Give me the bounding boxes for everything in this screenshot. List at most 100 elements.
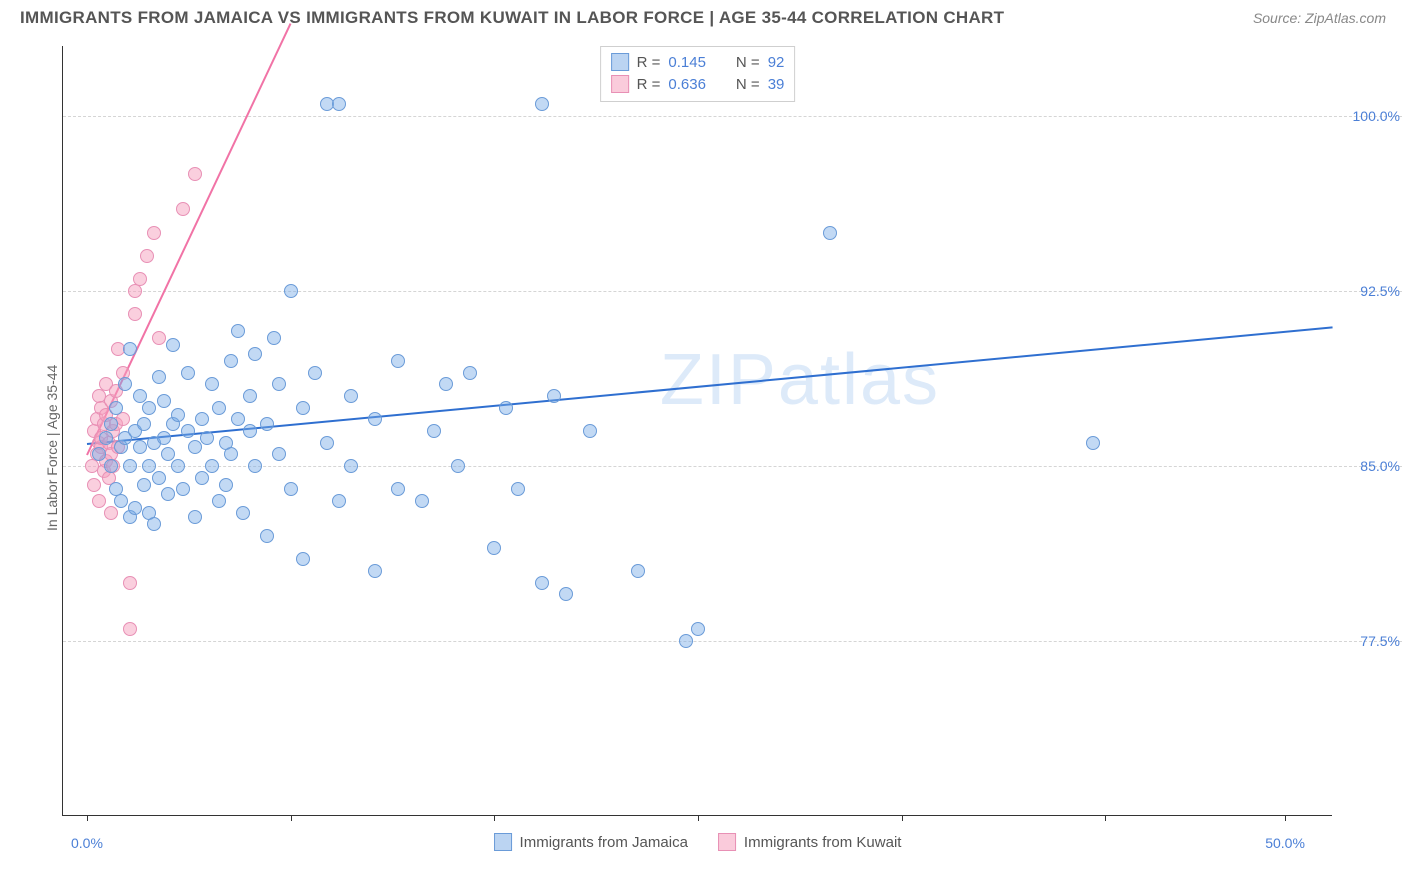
data-point-jamaica bbox=[463, 366, 477, 380]
data-point-jamaica bbox=[547, 389, 561, 403]
data-point-jamaica bbox=[188, 440, 202, 454]
data-point-kuwait bbox=[123, 576, 137, 590]
r-value: 0.636 bbox=[668, 76, 706, 93]
plot-area: 77.5%85.0%92.5%100.0%0.0%50.0%ZIPatlasR … bbox=[62, 46, 1332, 816]
data-point-jamaica bbox=[181, 424, 195, 438]
data-point-jamaica bbox=[205, 459, 219, 473]
data-point-jamaica bbox=[415, 494, 429, 508]
data-point-jamaica bbox=[511, 482, 525, 496]
data-point-jamaica bbox=[296, 552, 310, 566]
series-legend: Immigrants from Jamaica Immigrants from K… bbox=[494, 833, 902, 851]
x-tick bbox=[902, 815, 903, 821]
legend-item: Immigrants from Jamaica bbox=[494, 833, 688, 851]
source-attribution: Source: ZipAtlas.com bbox=[1253, 10, 1386, 26]
data-point-jamaica bbox=[535, 576, 549, 590]
x-tick bbox=[291, 815, 292, 821]
data-point-jamaica bbox=[267, 331, 281, 345]
data-point-jamaica bbox=[679, 634, 693, 648]
data-point-jamaica bbox=[272, 377, 286, 391]
data-point-kuwait bbox=[104, 506, 118, 520]
data-point-jamaica bbox=[195, 412, 209, 426]
data-point-jamaica bbox=[224, 447, 238, 461]
data-point-kuwait bbox=[188, 167, 202, 181]
x-tick bbox=[87, 815, 88, 821]
stat-legend-row: R = 0.145N = 92 bbox=[611, 51, 785, 73]
data-point-jamaica bbox=[205, 377, 219, 391]
gridline bbox=[63, 641, 1402, 642]
data-point-kuwait bbox=[133, 272, 147, 286]
data-point-jamaica bbox=[583, 424, 597, 438]
data-point-jamaica bbox=[451, 459, 465, 473]
y-tick-label: 85.0% bbox=[1340, 458, 1400, 474]
data-point-jamaica bbox=[691, 622, 705, 636]
data-point-jamaica bbox=[368, 564, 382, 578]
stat-legend-row: R = 0.636N = 39 bbox=[611, 73, 785, 95]
data-point-jamaica bbox=[99, 431, 113, 445]
r-label: R = bbox=[637, 76, 661, 93]
data-point-jamaica bbox=[248, 347, 262, 361]
data-point-jamaica bbox=[157, 394, 171, 408]
r-label: R = bbox=[637, 54, 661, 71]
legend-swatch-blue bbox=[494, 833, 512, 851]
data-point-jamaica bbox=[188, 510, 202, 524]
y-tick-label: 100.0% bbox=[1340, 108, 1400, 124]
x-tick bbox=[1285, 815, 1286, 821]
data-point-jamaica bbox=[248, 459, 262, 473]
data-point-jamaica bbox=[104, 459, 118, 473]
data-point-jamaica bbox=[92, 447, 106, 461]
data-point-jamaica bbox=[823, 226, 837, 240]
data-point-jamaica bbox=[181, 366, 195, 380]
data-point-jamaica bbox=[499, 401, 513, 415]
legend-swatch-pink bbox=[718, 833, 736, 851]
data-point-jamaica bbox=[142, 401, 156, 415]
data-point-jamaica bbox=[231, 412, 245, 426]
data-point-jamaica bbox=[427, 424, 441, 438]
data-point-jamaica bbox=[487, 541, 501, 555]
data-point-jamaica bbox=[243, 424, 257, 438]
data-point-kuwait bbox=[128, 307, 142, 321]
data-point-kuwait bbox=[152, 331, 166, 345]
data-point-jamaica bbox=[114, 494, 128, 508]
legend-label: Immigrants from Kuwait bbox=[744, 834, 902, 851]
data-point-jamaica bbox=[260, 417, 274, 431]
x-min-label: 0.0% bbox=[71, 835, 103, 851]
data-point-jamaica bbox=[161, 487, 175, 501]
data-point-jamaica bbox=[344, 389, 358, 403]
data-point-jamaica bbox=[128, 501, 142, 515]
data-point-kuwait bbox=[140, 249, 154, 263]
data-point-jamaica bbox=[176, 482, 190, 496]
gridline bbox=[63, 116, 1402, 117]
data-point-jamaica bbox=[1086, 436, 1100, 450]
data-point-jamaica bbox=[332, 494, 346, 508]
y-axis-title: In Labor Force | Age 35-44 bbox=[44, 365, 60, 531]
data-point-jamaica bbox=[391, 354, 405, 368]
data-point-jamaica bbox=[631, 564, 645, 578]
n-label: N = bbox=[736, 54, 760, 71]
data-point-jamaica bbox=[200, 431, 214, 445]
data-point-jamaica bbox=[391, 482, 405, 496]
data-point-jamaica bbox=[231, 324, 245, 338]
n-value: 92 bbox=[768, 54, 785, 71]
data-point-jamaica bbox=[260, 529, 274, 543]
data-point-kuwait bbox=[123, 622, 137, 636]
y-tick-label: 77.5% bbox=[1340, 633, 1400, 649]
header: IMMIGRANTS FROM JAMAICA VS IMMIGRANTS FR… bbox=[0, 0, 1406, 32]
data-point-kuwait bbox=[92, 494, 106, 508]
data-point-jamaica bbox=[308, 366, 322, 380]
x-tick bbox=[494, 815, 495, 821]
data-point-jamaica bbox=[559, 587, 573, 601]
x-tick bbox=[698, 815, 699, 821]
data-point-jamaica bbox=[284, 284, 298, 298]
data-point-jamaica bbox=[137, 478, 151, 492]
data-point-jamaica bbox=[439, 377, 453, 391]
data-point-kuwait bbox=[116, 412, 130, 426]
data-point-jamaica bbox=[320, 436, 334, 450]
correlation-chart: 77.5%85.0%92.5%100.0%0.0%50.0%ZIPatlasR … bbox=[20, 36, 1386, 866]
data-point-jamaica bbox=[171, 408, 185, 422]
data-point-kuwait bbox=[176, 202, 190, 216]
stat-legend: R = 0.145N = 92R = 0.636N = 39 bbox=[600, 46, 796, 102]
data-point-jamaica bbox=[296, 401, 310, 415]
legend-swatch-blue bbox=[611, 53, 629, 71]
legend-swatch-pink bbox=[611, 75, 629, 93]
data-point-jamaica bbox=[123, 342, 137, 356]
